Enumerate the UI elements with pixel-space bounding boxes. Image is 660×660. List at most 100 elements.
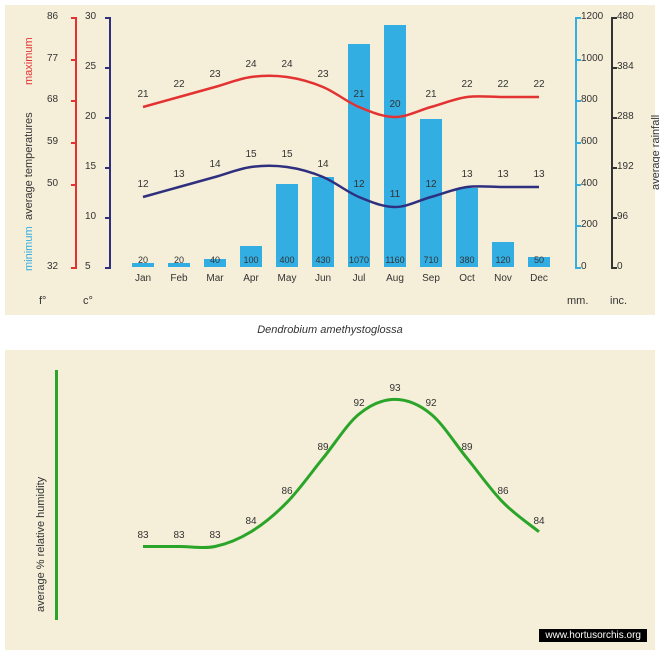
axis-tick: 86	[47, 11, 58, 22]
in-axis-line	[611, 17, 613, 267]
axis-tick: 32	[47, 261, 58, 272]
temp-value: 22	[167, 79, 191, 90]
humidity-value: 86	[275, 486, 299, 497]
humidity-value: 93	[383, 383, 407, 394]
label-humidity: average % relative humidity	[35, 477, 47, 612]
bar-value: 50	[521, 255, 557, 265]
temp-value: 23	[203, 69, 227, 80]
axis-tick: 59	[47, 136, 58, 147]
mm-axis-line	[575, 17, 577, 267]
humidity-value: 89	[455, 442, 479, 453]
bar-value: 100	[233, 255, 269, 265]
humidity-value: 83	[203, 530, 227, 541]
species-caption: Dendrobium amethystoglossa	[0, 324, 660, 336]
temp-value: 23	[311, 69, 335, 80]
temp-value: 13	[167, 169, 191, 180]
axis-tick: 15	[85, 161, 96, 172]
temp-value: 20	[383, 99, 407, 110]
watermark: www.hortusorchis.org	[539, 629, 647, 642]
axis-tick: 1000	[581, 53, 603, 64]
climate-chart-top: 2122232424232120212222221213141515141211…	[5, 5, 655, 315]
bar-value: 380	[449, 255, 485, 265]
axis-tick: 30	[85, 11, 96, 22]
label-minimum: minimum	[23, 226, 35, 271]
bar-value: 20	[161, 255, 197, 265]
humidity-value: 83	[131, 530, 155, 541]
month-label: Aug	[377, 273, 413, 284]
bar-value: 710	[413, 255, 449, 265]
unit-in: inc.	[610, 295, 627, 307]
temp-value: 21	[419, 89, 443, 100]
bar-value: 120	[485, 255, 521, 265]
unit-mm: mm.	[567, 295, 588, 307]
humidity-value: 84	[527, 516, 551, 527]
temp-value: 15	[275, 149, 299, 160]
axis-tick: 96	[617, 211, 628, 222]
month-label: Jan	[125, 273, 161, 284]
c-axis-line	[109, 17, 111, 267]
month-label: Sep	[413, 273, 449, 284]
month-label: Jun	[305, 273, 341, 284]
axis-tick: 288	[617, 111, 634, 122]
axis-tick: 5	[85, 261, 91, 272]
axis-tick: 0	[581, 261, 587, 272]
temp-value: 21	[347, 89, 371, 100]
month-label: Oct	[449, 273, 485, 284]
month-label: Apr	[233, 273, 269, 284]
axis-tick: 10	[85, 211, 96, 222]
temp-value: 12	[347, 179, 371, 190]
bottom-plot: 83 83 83 84 86 89 92 93 92 89 86 84	[125, 370, 557, 620]
humidity-axis-line	[55, 370, 58, 620]
axis-tick: 50	[47, 178, 58, 189]
unit-c: c°	[83, 295, 93, 307]
axis-tick: 1200	[581, 11, 603, 22]
temp-value: 13	[455, 169, 479, 180]
temp-value: 14	[203, 159, 227, 170]
temp-value: 13	[491, 169, 515, 180]
axis-tick: 200	[581, 219, 598, 230]
humidity-value: 86	[491, 486, 515, 497]
unit-f: f°	[39, 295, 46, 307]
bar-value: 1070	[341, 255, 377, 265]
humidity-chart-bottom: average % relative humidity 83 83 83 84 86 89…	[5, 350, 655, 650]
bar-value: 400	[269, 255, 305, 265]
temp-value: 12	[131, 179, 155, 190]
axis-tick: 20	[85, 111, 96, 122]
bar-value: 430	[305, 255, 341, 265]
axis-tick: 400	[581, 178, 598, 189]
humidity-value: 89	[311, 442, 335, 453]
axis-tick: 600	[581, 136, 598, 147]
axis-tick: 77	[47, 53, 58, 64]
bar-value: 1160	[377, 255, 413, 265]
temp-value: 15	[239, 149, 263, 160]
temp-value: 24	[239, 59, 263, 70]
humidity-value: 92	[419, 398, 443, 409]
temp-value: 21	[131, 89, 155, 100]
axis-tick: 480	[617, 11, 634, 22]
bar-value: 40	[197, 255, 233, 265]
axis-tick: 192	[617, 161, 634, 172]
axis-tick: 25	[85, 61, 96, 72]
axis-tick: 0	[617, 261, 623, 272]
temp-value: 14	[311, 159, 335, 170]
bar-value: 20	[125, 255, 161, 265]
label-avg-rainfall: average rainfall	[650, 115, 660, 190]
temperature-lines	[125, 17, 557, 267]
label-avg-temp: average temperatures	[23, 112, 35, 220]
label-maximum: maximum	[23, 37, 35, 85]
month-label: Jul	[341, 273, 377, 284]
humidity-value: 84	[239, 516, 263, 527]
axis-tick: 384	[617, 61, 634, 72]
humidity-value: 92	[347, 398, 371, 409]
month-label: Nov	[485, 273, 521, 284]
temp-value: 22	[527, 79, 551, 90]
month-label: Mar	[197, 273, 233, 284]
month-label: May	[269, 273, 305, 284]
humidity-value: 83	[167, 530, 191, 541]
temp-value: 22	[491, 79, 515, 90]
top-plot: 2122232424232120212222221213141515141211…	[125, 17, 557, 267]
temp-value: 13	[527, 169, 551, 180]
month-label: Feb	[161, 273, 197, 284]
temp-value: 22	[455, 79, 479, 90]
axis-tick: 800	[581, 94, 598, 105]
